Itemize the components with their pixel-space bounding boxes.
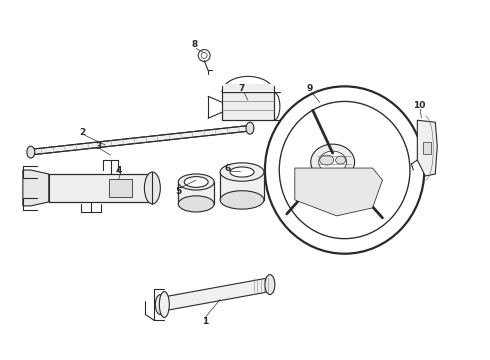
- Text: 9: 9: [307, 84, 313, 93]
- Text: 2: 2: [79, 128, 86, 137]
- Polygon shape: [23, 170, 49, 206]
- Ellipse shape: [265, 275, 275, 294]
- Ellipse shape: [178, 196, 214, 212]
- Polygon shape: [222, 84, 274, 92]
- Text: 4: 4: [115, 166, 122, 175]
- Text: 3: 3: [96, 141, 102, 150]
- Ellipse shape: [319, 155, 334, 165]
- Text: 10: 10: [413, 101, 425, 110]
- Bar: [108, 179, 132, 197]
- Text: 8: 8: [191, 40, 197, 49]
- Ellipse shape: [311, 144, 355, 180]
- Ellipse shape: [220, 191, 264, 209]
- Polygon shape: [222, 92, 274, 120]
- Text: 1: 1: [202, 317, 208, 326]
- Bar: [423, 142, 431, 154]
- Ellipse shape: [318, 151, 346, 173]
- Ellipse shape: [230, 167, 254, 177]
- Text: 6: 6: [225, 163, 231, 172]
- Polygon shape: [295, 168, 383, 216]
- Polygon shape: [160, 278, 270, 311]
- Text: 5: 5: [175, 188, 181, 197]
- Ellipse shape: [265, 86, 424, 254]
- Ellipse shape: [184, 177, 208, 187]
- Ellipse shape: [145, 172, 160, 204]
- Polygon shape: [417, 120, 437, 176]
- Polygon shape: [49, 174, 152, 202]
- Ellipse shape: [178, 174, 214, 190]
- Ellipse shape: [279, 102, 410, 239]
- Ellipse shape: [201, 53, 207, 58]
- Ellipse shape: [159, 292, 169, 318]
- Polygon shape: [178, 182, 214, 204]
- Text: 7: 7: [239, 84, 245, 93]
- Ellipse shape: [220, 163, 264, 181]
- Ellipse shape: [118, 182, 127, 194]
- Ellipse shape: [336, 156, 345, 164]
- Ellipse shape: [155, 294, 165, 315]
- Ellipse shape: [27, 146, 35, 158]
- Polygon shape: [30, 125, 250, 155]
- Ellipse shape: [246, 122, 254, 134]
- Polygon shape: [220, 172, 264, 200]
